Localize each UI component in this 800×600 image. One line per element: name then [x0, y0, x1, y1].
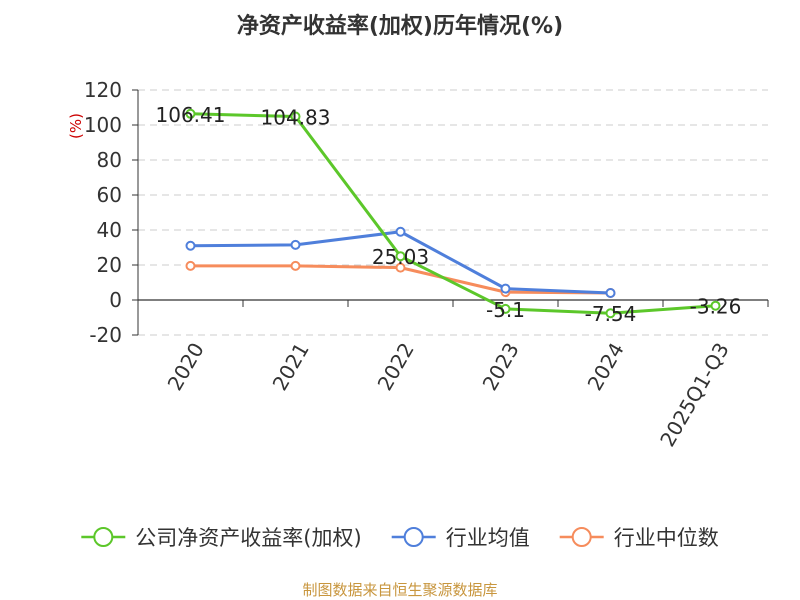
legend-label: 行业中位数 [614, 526, 719, 550]
data-point [395, 262, 406, 273]
y-axis-label: (%) [67, 113, 85, 139]
y-tick-label: 80 [97, 148, 122, 172]
grid-lines [138, 89, 768, 336]
y-tick-label: 20 [97, 253, 122, 277]
data-label: 106.41 [156, 103, 226, 127]
data-point [500, 303, 511, 314]
y-tick-label: 40 [97, 218, 122, 242]
x-tick-label: 2021 [268, 339, 314, 395]
series-line [190, 112, 716, 315]
legend-item[interactable]: 行业均值 [391, 526, 530, 550]
data-point [290, 111, 301, 122]
data-label: 104.83 [261, 106, 331, 130]
y-tick-label: 0 [109, 288, 122, 312]
x-tick-label: 2024 [583, 339, 629, 395]
data-point [605, 288, 616, 298]
data-label: -3.26 [690, 295, 742, 319]
data-label: -7.54 [585, 302, 637, 326]
x-tick-label: 2023 [478, 339, 524, 395]
data-point [185, 240, 196, 251]
data-point [395, 251, 406, 262]
data-point [290, 260, 301, 271]
data-label: 25.03 [372, 245, 429, 269]
y-tick-label: -20 [89, 323, 122, 347]
data-point [290, 239, 301, 250]
data-point [605, 308, 616, 319]
legend-label: 公司净资产收益率(加权) [135, 526, 361, 550]
legend-marker-icon [93, 527, 114, 547]
x-tick-label: 2022 [373, 339, 419, 395]
data-point [185, 260, 196, 271]
data-point [395, 226, 406, 237]
y-tick-label: 100 [84, 113, 122, 137]
data-labels: 106.41 104.83 25.03 -5.1 -7.54 -3.26 [156, 103, 742, 326]
data-point [185, 108, 196, 119]
y-tick-label: 120 [84, 78, 122, 102]
data-point [500, 283, 511, 294]
x-tick-label: 2020 [163, 339, 209, 395]
legend-item[interactable]: 行业中位数 [559, 526, 719, 550]
legend-marker-icon [571, 527, 592, 547]
source-note: 制图数据来自恒生聚源数据库 [302, 581, 497, 599]
legend-label: 行业均值 [446, 526, 530, 550]
legend-marker-icon [403, 527, 424, 547]
y-tick-label: 60 [97, 183, 122, 207]
data-point [710, 300, 721, 311]
legend-item[interactable]: 公司净资产收益率(加权) [81, 526, 362, 550]
legend[interactable]: 公司净资产收益率(加权) 行业均值 行业中位数 [81, 526, 719, 550]
x-tick-label: 2025Q1-Q3 [655, 339, 734, 451]
data-label: -5.1 [486, 298, 525, 322]
series-lines [185, 108, 721, 319]
chart-title: 净资产收益率(加权)历年情况(%) [237, 13, 563, 39]
